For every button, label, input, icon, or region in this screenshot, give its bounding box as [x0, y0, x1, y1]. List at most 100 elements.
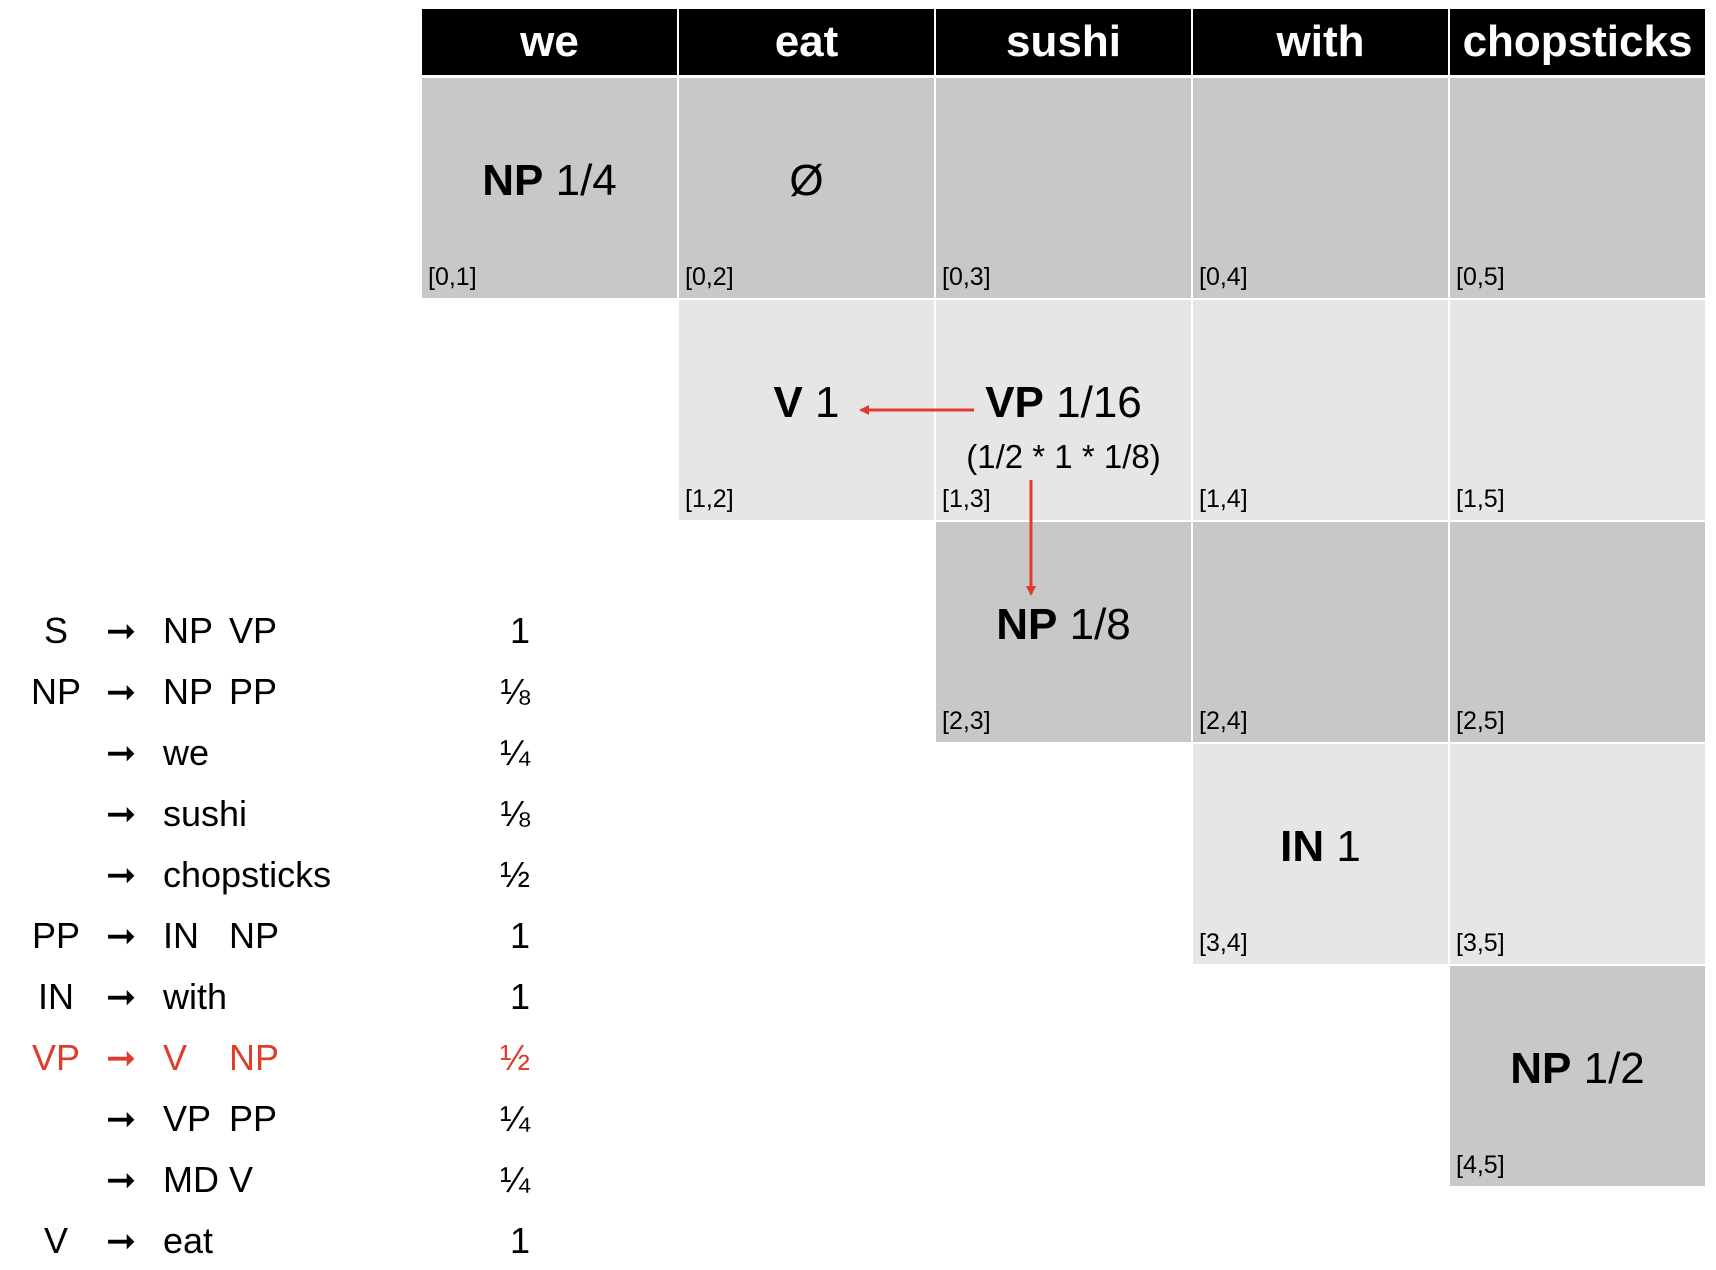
- header-word-2: sushi: [936, 9, 1191, 75]
- rule-rhs: we: [163, 732, 210, 773]
- rule-probability: ¼: [499, 1159, 530, 1200]
- grammar-rule: ➞ chopsticks ½: [0, 844, 540, 904]
- grammar-rule: ➞ MD V ¼: [0, 1149, 540, 1209]
- cell-symbol: IN: [1280, 822, 1325, 871]
- rule-probability: ½: [499, 854, 530, 895]
- rule-rhs: V: [163, 1037, 188, 1078]
- rule-probability: 1: [509, 610, 530, 651]
- cell-entry: NP 1/4: [422, 156, 677, 206]
- cell-symbol: NP: [482, 156, 544, 205]
- rule-lhs: NP: [30, 671, 81, 712]
- rewrite-arrow-icon: ➞: [106, 915, 137, 956]
- rule-rhs: MD V: [163, 1159, 253, 1200]
- cell-span-index: [3,5]: [1456, 929, 1505, 957]
- rule-rhs: chopsticks: [163, 854, 332, 895]
- grammar-rule: S ➞ NP VP 1: [0, 600, 540, 660]
- rule-rhs: IN: [163, 915, 199, 956]
- grammar-rule: ➞ we ¼: [0, 722, 540, 782]
- cell-span-index: [0,4]: [1199, 263, 1248, 291]
- cell-probability: 1/16: [1056, 378, 1142, 427]
- cell-probability: 1/4: [555, 156, 617, 205]
- rule-probability: 1: [509, 976, 530, 1017]
- cell-entry: V 1: [679, 378, 934, 428]
- chart-cell-0-5: [0,5]: [1450, 78, 1705, 298]
- chart-cell-1-4: [1,4]: [1193, 300, 1448, 520]
- grammar-rule: VP ➞ V NP ½: [0, 1027, 540, 1087]
- chart-cell-3-5: [3,5]: [1450, 744, 1705, 964]
- rule-rhs: NP: [229, 915, 280, 956]
- rule-probability: ⅛: [499, 671, 530, 712]
- cell-span-index: [1,4]: [1199, 485, 1248, 513]
- chart-cell-0-3: [0,3]: [936, 78, 1191, 298]
- rule-rhs: NP: [229, 1037, 280, 1078]
- rewrite-arrow-icon: ➞: [106, 732, 137, 773]
- cell-probability: 1: [1336, 822, 1361, 871]
- cell-span-index: [2,4]: [1199, 707, 1248, 735]
- cell-span-index: [0,2]: [685, 263, 734, 291]
- chart-cell-2-5: [2,5]: [1450, 522, 1705, 742]
- chart-cell-2-3: NP 1/8 [2,3]: [936, 522, 1191, 742]
- grammar-rule: ➞ VP PP ¼: [0, 1088, 540, 1148]
- grammar-rule: IN ➞ with 1: [0, 966, 540, 1026]
- cell-probability: Ø: [789, 156, 824, 205]
- cell-computation: (1/2 * 1 * 1/8): [966, 438, 1161, 475]
- rewrite-arrow-icon: ➞: [106, 1159, 137, 1200]
- header-word-4: chopsticks: [1450, 9, 1705, 75]
- rule-rhs: PP: [229, 671, 278, 712]
- rewrite-arrow-icon: ➞: [106, 854, 137, 895]
- grammar-rule: NP ➞ NP PP ⅛: [0, 661, 540, 721]
- cell-span-index: [0,1]: [428, 263, 477, 291]
- cell-entry: VP 1/16: [936, 378, 1191, 428]
- chart-cell-1-5: [1,5]: [1450, 300, 1705, 520]
- cell-span-index: [0,5]: [1456, 263, 1505, 291]
- grammar-rule: V ➞ eat 1: [0, 1210, 540, 1270]
- cell-span-index: [4,5]: [1456, 1151, 1505, 1179]
- rewrite-arrow-icon: ➞: [106, 976, 137, 1017]
- rewrite-arrow-icon: ➞: [106, 1220, 137, 1261]
- rule-probability: 1: [509, 1220, 530, 1261]
- cell-probability: 1/8: [1069, 600, 1131, 649]
- rule-rhs: VP: [163, 1098, 212, 1139]
- rule-probability: ⅛: [499, 793, 530, 834]
- cell-probability: 1/2: [1583, 1044, 1645, 1093]
- cell-symbol: NP: [1510, 1044, 1572, 1093]
- cell-entry: NP 1/2: [1450, 1044, 1705, 1094]
- rule-probability: ¼: [499, 1098, 530, 1139]
- cell-span-index: [2,3]: [942, 707, 991, 735]
- rewrite-arrow-icon: ➞: [106, 610, 137, 651]
- cell-span-index: [1,3]: [942, 485, 991, 513]
- rule-rhs: PP: [229, 1098, 278, 1139]
- cell-entry: NP 1/8: [936, 600, 1191, 650]
- header-word-3: with: [1193, 9, 1448, 75]
- rule-rhs: NP: [163, 671, 214, 712]
- chart-cell-0-4: [0,4]: [1193, 78, 1448, 298]
- rule-lhs: IN: [38, 976, 74, 1017]
- rule-probability: 1: [509, 915, 530, 956]
- cell-symbol: NP: [996, 600, 1058, 649]
- header-word-1: eat: [679, 9, 934, 75]
- rule-rhs: VP: [229, 610, 278, 651]
- cell-symbol: V: [773, 378, 803, 427]
- rule-lhs: S: [43, 610, 68, 651]
- cell-span-index: [1,5]: [1456, 485, 1505, 513]
- cell-entry: Ø: [679, 156, 934, 206]
- cell-entry: IN 1: [1193, 822, 1448, 872]
- rule-lhs: V: [43, 1220, 68, 1261]
- rule-rhs: eat: [163, 1220, 214, 1261]
- chart-cell-4-5: NP 1/2 [4,5]: [1450, 966, 1705, 1186]
- rewrite-arrow-icon: ➞: [106, 1098, 137, 1139]
- rewrite-arrow-icon: ➞: [106, 793, 137, 834]
- cell-span-index: [0,3]: [942, 263, 991, 291]
- rule-probability: ½: [499, 1037, 530, 1078]
- rewrite-arrow-icon: ➞: [106, 671, 137, 712]
- chart-cell-2-4: [2,4]: [1193, 522, 1448, 742]
- rule-rhs: sushi: [163, 793, 248, 834]
- grammar-rule: ➞ sushi ⅛: [0, 783, 540, 843]
- rewrite-arrow-icon: ➞: [106, 1037, 137, 1078]
- cell-span-index: [2,5]: [1456, 707, 1505, 735]
- rule-probability: ¼: [499, 732, 530, 773]
- cell-span-index: [3,4]: [1199, 929, 1248, 957]
- grammar-rule: PP ➞ IN NP 1: [0, 905, 540, 965]
- rule-lhs: PP: [31, 915, 81, 956]
